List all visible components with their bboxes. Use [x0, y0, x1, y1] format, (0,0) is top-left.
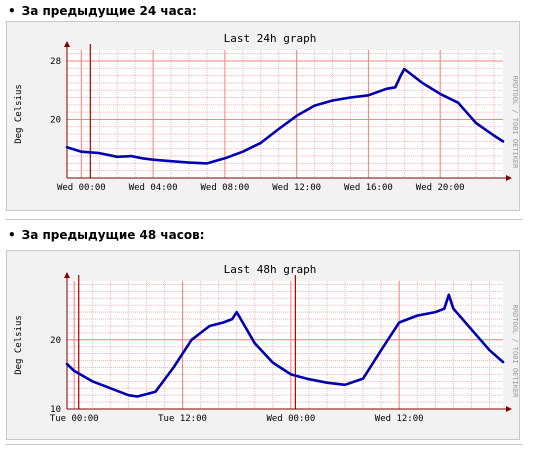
section-heading-48h: • За предыдущие 48 часов: — [8, 228, 205, 242]
x-axis-arrow-icon — [506, 175, 512, 181]
section-divider-bottom — [6, 444, 522, 445]
x-tick-label: Wed 16:00 — [344, 183, 393, 193]
y-tick-label: 20 — [50, 336, 61, 346]
chart-24h: Last 24h graph Deg Celsius RRDTOOL / TOBI … — [14, 32, 519, 193]
plot-area — [67, 281, 503, 409]
plot-area — [67, 50, 503, 178]
x-tick-label: Tue 00:00 — [50, 414, 99, 424]
y-tick-label: 28 — [50, 57, 61, 67]
y-axis-arrow-icon — [64, 272, 70, 278]
x-tick-label: Wed 12:00 — [375, 414, 424, 424]
x-tick-label: Tue 12:00 — [158, 414, 207, 424]
y-axis-arrow-icon — [64, 41, 70, 47]
y-axis-label: Deg Celsius — [14, 84, 24, 144]
section-heading-48h-label: За предыдущие 48 часов: — [21, 228, 205, 242]
bullet-icon: • — [8, 4, 16, 18]
y-tick-label: 10 — [50, 405, 61, 415]
section-divider — [6, 219, 522, 220]
chart-48h: Last 48h graph Deg Celsius RRDTOOL / TOBI … — [14, 263, 519, 424]
x-tick-label: Wed 08:00 — [201, 183, 250, 193]
y-tick-label: 20 — [50, 115, 61, 125]
x-tick-label: Wed 00:00 — [57, 183, 106, 193]
chart-title: Last 24h graph — [224, 32, 317, 45]
chart-title: Last 48h graph — [224, 263, 317, 276]
bullet-icon: • — [8, 228, 16, 242]
section-heading-24h: • За предыдущие 24 часа: — [8, 4, 197, 18]
x-tick-label: Wed 04:00 — [129, 183, 178, 193]
x-tick-label: Wed 12:00 — [272, 183, 321, 193]
x-axis-arrow-icon — [506, 406, 512, 412]
graph-panel-24h: Last 24h graph Deg Celsius RRDTOOL / TOBI … — [6, 21, 520, 211]
section-heading-24h-label: За предыдущие 24 часа: — [21, 4, 197, 18]
y-axis-label: Deg Celsius — [14, 315, 24, 375]
series-line-temperature — [65, 293, 505, 398]
watermark-label: RRDTOOL / TOBI OETIKER — [511, 76, 519, 170]
watermark-label: RRDTOOL / TOBI OETIKER — [511, 305, 519, 399]
x-tick-label: Wed 00:00 — [266, 414, 315, 424]
x-tick-label: Wed 20:00 — [416, 183, 465, 193]
graph-panel-48h: Last 48h graph Deg Celsius RRDTOOL / TOBI … — [6, 250, 520, 440]
